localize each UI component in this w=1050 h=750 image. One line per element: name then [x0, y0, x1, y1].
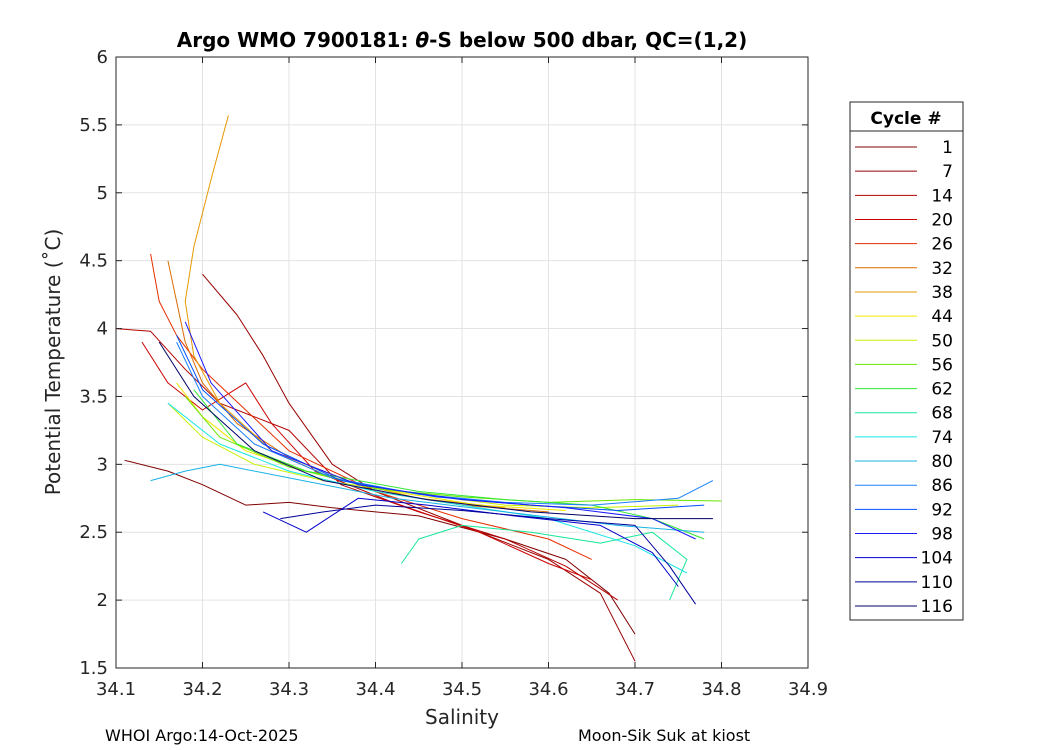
- legend-title: Cycle #: [870, 109, 941, 129]
- y-tick-label: 1.5: [79, 658, 108, 679]
- legend-label: 38: [931, 283, 953, 303]
- series-line-cycle-68: [400, 524, 688, 601]
- series-line-cycle-104: [262, 497, 679, 587]
- series-line-cycle-110: [280, 504, 697, 605]
- legend-label: 68: [931, 404, 953, 424]
- legend-label: 92: [931, 500, 953, 520]
- chart-title: Argo WMO 7900181: θ-S below 500 dbar, QC…: [177, 28, 747, 52]
- legend: Cycle # 1 7 14 20 26 32 38 44 50 56 62 68 74 80 86 92 98…: [849, 101, 964, 621]
- y-tick-label: 6: [97, 47, 108, 68]
- y-tick-label: 5.5: [79, 115, 108, 136]
- legend-label: 44: [931, 307, 953, 327]
- series-line-cycle-98: [184, 321, 696, 540]
- series-line-cycle-80: [150, 463, 705, 533]
- x-tick-label: 34.8: [701, 679, 741, 700]
- series-line-cycle-116: [158, 341, 713, 520]
- x-tick-label: 34.6: [528, 679, 568, 700]
- legend-label: 32: [931, 259, 953, 279]
- x-tick-label: 34.1: [96, 679, 136, 700]
- legend-label: 7: [942, 162, 953, 182]
- y-ticks: 1.5 2 2.5 3 3.5 4 4.5 5 5.5 6: [79, 47, 808, 679]
- legend-label: 110: [921, 573, 953, 593]
- series-line-cycle-26: [150, 253, 592, 560]
- data-series: [115, 115, 722, 662]
- y-tick-label: 3.5: [79, 386, 108, 407]
- x-tick-label: 34.7: [615, 679, 655, 700]
- series-line-cycle-14: [115, 328, 618, 601]
- y-tick-label: 2.5: [79, 522, 108, 543]
- legend-label: 74: [931, 428, 953, 448]
- chart-title-prefix: Argo WMO 7900181:: [177, 28, 416, 52]
- y-axis-label: Potential Temperature (˚C): [41, 229, 65, 496]
- footer-right: Moon-Sik Suk at kiost: [578, 726, 751, 745]
- y-tick-label: 5: [97, 183, 108, 204]
- legend-label: 80: [931, 452, 953, 472]
- legend-items: 1 7 14 20 26 32 38 44 50 56 62 68 74 80 86 92 98 104 110 11…: [855, 138, 953, 617]
- x-tick-label: 34.2: [182, 679, 222, 700]
- x-tick-label: 34.3: [269, 679, 309, 700]
- x-tick-label: 34.4: [355, 679, 395, 700]
- x-ticks: 34.1 34.2 34.3 34.4 34.5 34.6 34.7 34.8 34.9: [96, 57, 828, 700]
- legend-label: 26: [931, 235, 953, 255]
- y-tick-label: 4.5: [79, 251, 108, 272]
- series-line-cycle-62: [193, 389, 705, 540]
- legend-label: 86: [931, 476, 953, 496]
- legend-label: 56: [931, 355, 953, 375]
- legend-label: 20: [931, 210, 953, 230]
- series-line-cycle-56: [184, 396, 722, 503]
- chart-title-symbol: θ: [415, 28, 429, 52]
- legend-label: 1: [942, 138, 953, 158]
- x-axis-label: Salinity: [425, 705, 499, 729]
- y-tick-label: 4: [97, 319, 108, 340]
- series-line-cycle-7: [202, 273, 636, 662]
- legend-label: 98: [931, 525, 953, 545]
- legend-label: 14: [931, 186, 953, 206]
- legend-label: 116: [921, 597, 953, 617]
- footer-left: WHOI Argo:14-Oct-2025: [105, 726, 299, 745]
- y-tick-label: 3: [97, 454, 108, 475]
- legend-label: 104: [921, 549, 953, 569]
- x-tick-label: 34.5: [442, 679, 482, 700]
- legend-label: 62: [931, 380, 953, 400]
- chart-title-suffix: -S below 500 dbar, QC=(1,2): [429, 28, 747, 52]
- x-tick-label: 34.9: [788, 679, 828, 700]
- legend-label: 50: [931, 331, 953, 351]
- y-tick-label: 2: [97, 590, 108, 611]
- series-line-cycle-1: [124, 459, 636, 635]
